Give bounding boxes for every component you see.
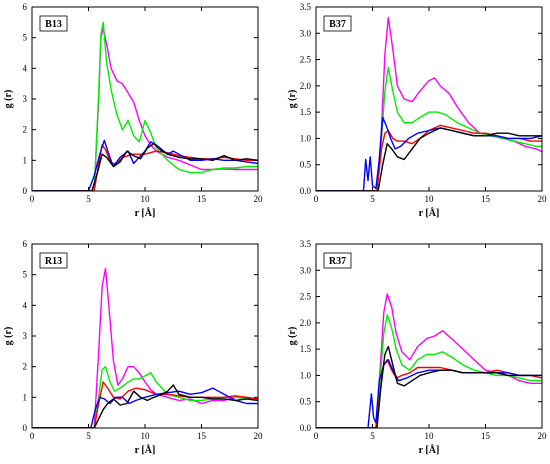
series-group (316, 293, 542, 428)
y-tick-label: 6 (23, 2, 28, 12)
y-tick-label: 5 (23, 270, 28, 280)
series-line-2 (32, 381, 258, 428)
x-axis-label: r [Å] (419, 207, 440, 219)
panel-label-box (323, 15, 352, 32)
y-tick-label: 0.0 (300, 186, 312, 196)
series-line-0 (32, 267, 258, 428)
y-axis-label: g (r) (3, 327, 14, 346)
x-tick-label: 5 (86, 431, 91, 441)
y-tick-label: 0.5 (300, 160, 312, 170)
y-tick-label: 1 (23, 392, 28, 402)
y-tick-label: 4 (23, 63, 28, 73)
y-tick-label: 1.5 (300, 344, 312, 354)
x-tick-label: 15 (197, 431, 207, 441)
panel-label-box (39, 15, 68, 32)
panel-r37: 0 5 10 15 20 0.0 0.5 1.0 1.5 2.0 2.5 3.0 3.5 r [Å] g (… (287, 239, 547, 456)
series-line-0 (316, 293, 542, 428)
plot-frame (31, 6, 259, 192)
series-line-4 (32, 142, 258, 191)
y-tick-label: 6 (23, 239, 28, 249)
x-tick-label: 20 (254, 194, 264, 204)
series-line-3 (32, 139, 258, 191)
series-line-0 (316, 16, 542, 191)
x-tick-label: 20 (254, 431, 264, 441)
x-axis-label: r [Å] (135, 444, 156, 456)
y-tick-label: 2.5 (300, 292, 312, 302)
y-tick-label: 2 (23, 125, 28, 135)
series-line-4 (316, 345, 542, 428)
y-tick-label: 3.0 (300, 28, 312, 38)
series-line-1 (32, 21, 258, 191)
y-tick-label: 0.0 (300, 423, 312, 433)
panel-b37: 0 5 10 15 20 0.0 0.5 1.0 1.5 2.0 2.5 3.0 3.5 r [Å] g (… (287, 2, 547, 219)
x-tick-label: 0 (30, 194, 35, 204)
y-tick-label: 0.5 (300, 397, 312, 407)
series-group (32, 267, 258, 428)
y-tick-label: 3.0 (300, 265, 312, 275)
panel-label: R37 (323, 252, 352, 269)
panel-label: B37 (323, 15, 352, 32)
y-axis-label: g (r) (287, 90, 298, 109)
x-tick-label: 10 (141, 194, 151, 204)
x-tick-label: 20 (538, 431, 548, 441)
series-group (316, 16, 542, 191)
series-line-0 (32, 27, 258, 191)
y-tick-label: 0 (23, 186, 28, 196)
x-tick-label: 10 (425, 431, 435, 441)
y-tick-label: 0 (23, 423, 28, 433)
y-axis-label: g (r) (287, 327, 298, 346)
y-tick-label: 2.0 (300, 318, 312, 328)
panel-label: B13 (39, 15, 68, 32)
series-line-1 (316, 66, 542, 191)
x-tick-label: 0 (314, 431, 319, 441)
y-tick-label: 5 (23, 33, 28, 43)
series-line-2 (316, 124, 542, 191)
y-tick-label: 2.5 (300, 55, 312, 65)
x-tick-label: 10 (141, 431, 151, 441)
y-axis-label: g (r) (3, 90, 14, 109)
x-tick-label: 10 (425, 194, 435, 204)
panel-b13: 0 5 10 15 20 0 1 2 3 4 5 6 r [Å] g (r) B13 (3, 2, 263, 219)
x-tick-label: 0 (314, 194, 319, 204)
plot-frame (315, 6, 543, 192)
x-tick-label: 15 (197, 194, 207, 204)
panel-label-text: R37 (329, 256, 346, 267)
x-tick-label: 20 (538, 194, 548, 204)
y-tick-label: 3.5 (300, 2, 312, 12)
panel-label-text: B37 (329, 19, 346, 30)
panel-label: R13 (39, 252, 68, 269)
x-tick-label: 5 (370, 194, 375, 204)
x-tick-label: 15 (481, 194, 491, 204)
y-tick-label: 3 (23, 94, 28, 104)
y-tick-label: 1.0 (300, 133, 312, 143)
x-axis-label: r [Å] (419, 444, 440, 456)
series-line-3 (316, 116, 542, 191)
series-line-1 (316, 314, 542, 428)
x-axis-label: r [Å] (135, 207, 156, 219)
panel-r13: 0 5 10 15 20 0 1 2 3 4 5 6 r [Å] g (r) R13 (3, 239, 263, 456)
y-tick-label: 1.5 (300, 107, 312, 117)
y-tick-label: 3.5 (300, 239, 312, 249)
x-tick-label: 5 (86, 194, 91, 204)
series-line-3 (316, 359, 542, 428)
series-line-4 (316, 127, 542, 191)
panel-label-text: R13 (45, 256, 62, 267)
y-tick-label: 2.0 (300, 81, 312, 91)
y-tick-label: 4 (23, 300, 28, 310)
panel-label-box (39, 252, 68, 269)
panel-label-text: B13 (45, 19, 62, 30)
y-tick-label: 2 (23, 362, 28, 372)
y-tick-label: 1.0 (300, 370, 312, 380)
panel-label-box (323, 252, 352, 269)
plot-frame (315, 243, 543, 429)
x-tick-label: 15 (481, 431, 491, 441)
y-tick-label: 1 (23, 155, 28, 165)
x-tick-label: 0 (30, 431, 35, 441)
y-tick-label: 3 (23, 331, 28, 341)
series-group (32, 21, 258, 191)
series-line-4 (32, 384, 258, 428)
x-tick-label: 5 (370, 431, 375, 441)
series-line-3 (32, 387, 258, 428)
